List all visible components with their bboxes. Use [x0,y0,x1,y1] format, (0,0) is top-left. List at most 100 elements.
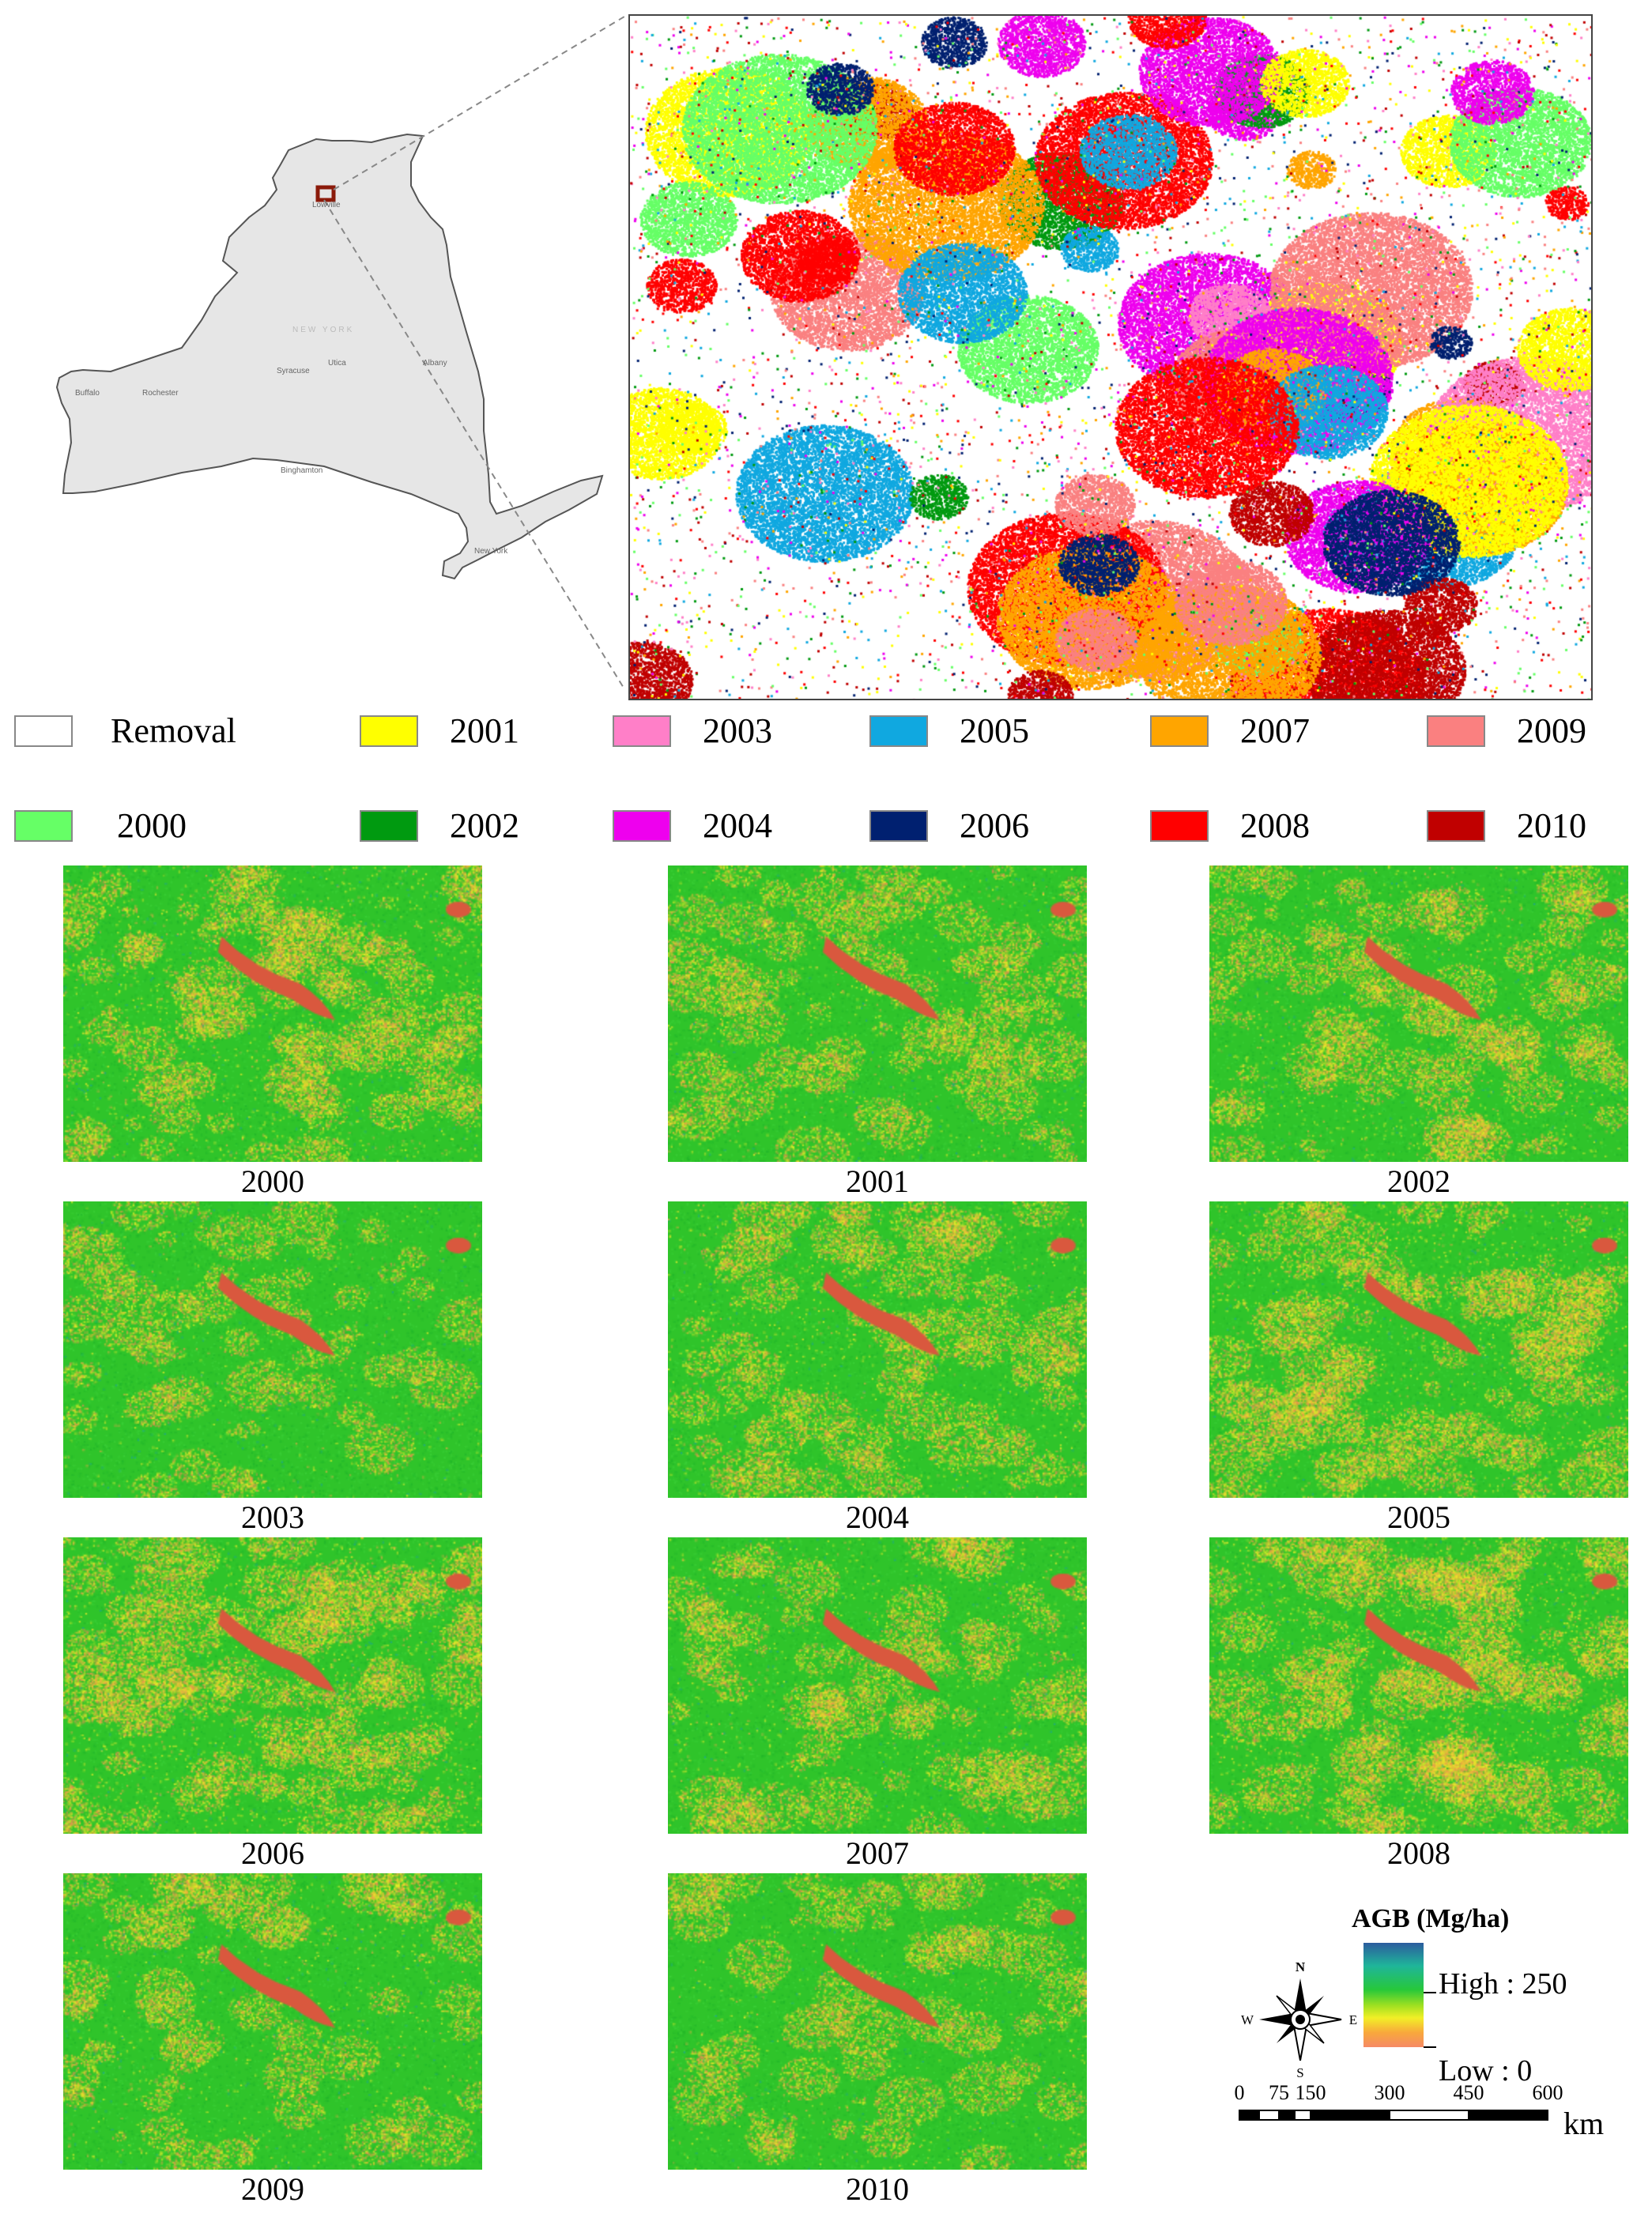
agb-high-tick [1424,1992,1436,1993]
zoom-connector-top [333,15,624,190]
agb-year-label: 2008 [1387,1835,1450,1871]
agb-high-label: High : 250 [1439,1967,1567,2001]
zoom-connector-bottom [323,199,624,691]
agb-year-label: 2002 [1387,1163,1450,1199]
agb-map-2003 [63,1201,482,1498]
agb-color-ramp [1363,1943,1424,2047]
scale-tick-label: 0 [1235,2081,1245,2104]
agb-raster [1209,865,1628,1162]
scale-segment [1258,2110,1280,2121]
agb-raster [1209,1201,1628,1498]
city-label: Syracuse [277,367,310,375]
legend-swatch [1150,810,1209,842]
state-label: NEW YORK [292,326,354,334]
agb-raster [63,1873,482,2170]
scale-bar: 0 75 150 300 450 600 km [1235,2081,1605,2141]
disturbance-year-map [628,14,1593,700]
legend-label: 2006 [960,806,1029,845]
compass-s: S [1296,2065,1303,2079]
legend-label: 2004 [703,806,772,845]
scale-segment [1468,2110,1548,2121]
agb-year-label: 2001 [846,1163,909,1199]
compass-w: W [1241,2012,1254,2027]
city-label: Lowville [312,201,341,209]
legend-label: Removal [111,711,236,750]
agb-raster [668,1201,1087,1498]
agb-raster [668,1873,1087,2170]
agb-map-2000 [63,865,482,1162]
agb-map-2010 [668,1873,1087,2170]
legend-swatch [1427,715,1485,747]
scale-segment [1389,2110,1469,2121]
scale-segment [1278,2110,1296,2121]
city-label: Binghamton [281,466,322,475]
legend-label: 2001 [450,711,519,750]
legend-label: 2000 [117,806,187,845]
legend-label: 2002 [450,806,519,845]
agb-year-label: 2000 [241,1163,304,1199]
scale-tick-label: 600 [1533,2081,1563,2104]
agb-low-label: Low : 0 [1439,2054,1533,2087]
scale-unit: km [1563,2106,1604,2141]
legend-swatch [613,810,671,842]
compass-n: N [1296,1960,1306,1974]
scale-segment [1294,2110,1311,2121]
disturbance-raster [630,16,1591,699]
scale-segment [1239,2110,1260,2121]
agb-raster [1209,1537,1628,1834]
agb-year-label: 2006 [241,1835,304,1871]
scale-tick-label: 300 [1375,2081,1405,2104]
agb-low-tick [1424,2046,1436,2048]
scale-tick-label: 150 [1296,2081,1326,2104]
long-island [541,510,549,518]
legend-label: 2003 [703,711,772,750]
legend-label: 2007 [1240,711,1310,750]
city-label: Albany [423,359,447,368]
agb-raster [63,865,482,1162]
city-label: Utica [328,359,346,368]
agb-year-label: 2007 [846,1835,909,1871]
legend-swatch [869,715,928,747]
agb-map-2005 [1209,1201,1628,1498]
legend-swatch [14,715,73,747]
legend-label: 2010 [1517,806,1586,845]
legend-label: 2005 [960,711,1029,750]
agb-year-label: 2005 [1387,1499,1450,1535]
agb-map-2009 [63,1873,482,2170]
legend-swatch [360,715,418,747]
scale-tick-label: 75 [1269,2081,1289,2104]
agb-raster [668,865,1087,1162]
agb-year-label: 2004 [846,1499,909,1535]
legend-swatch [613,715,671,747]
legend-swatch [1427,810,1485,842]
agb-year-label: 2009 [241,2171,304,2207]
agb-map-2002 [1209,865,1628,1162]
legend-swatch [869,810,928,842]
agb-year-label: 2010 [846,2171,909,2207]
agb-map-2001 [668,865,1087,1162]
agb-year-label: 2003 [241,1499,304,1535]
compass-e: E [1349,2012,1357,2027]
study-area-box [315,185,336,202]
city-label: Rochester [142,389,179,398]
city-label: Buffalo [75,389,100,398]
agb-raster [63,1537,482,1834]
state-outline [55,133,604,580]
agb-raster [63,1201,482,1498]
agb-map-2008 [1209,1537,1628,1834]
legend-label: 2009 [1517,711,1586,750]
new-york-inset-map: Buffalo Rochester Syracuse Utica Albany Bingh… [55,15,624,691]
legend-swatch [14,810,73,842]
legend-swatch [360,810,418,842]
scale-tick-label: 450 [1454,2081,1484,2104]
legend-swatch [1150,715,1209,747]
agb-map-2006 [63,1537,482,1834]
legend-label: 2008 [1240,806,1310,845]
north-arrow-icon: N S E W [1241,1960,1357,2079]
agb-legend-title: AGB (Mg/ha) [1352,1904,1510,1933]
city-label: New York [474,547,508,556]
scale-segment [1310,2110,1390,2121]
agb-map-2007 [668,1537,1087,1834]
agb-raster [668,1537,1087,1834]
agb-map-2004 [668,1201,1087,1498]
